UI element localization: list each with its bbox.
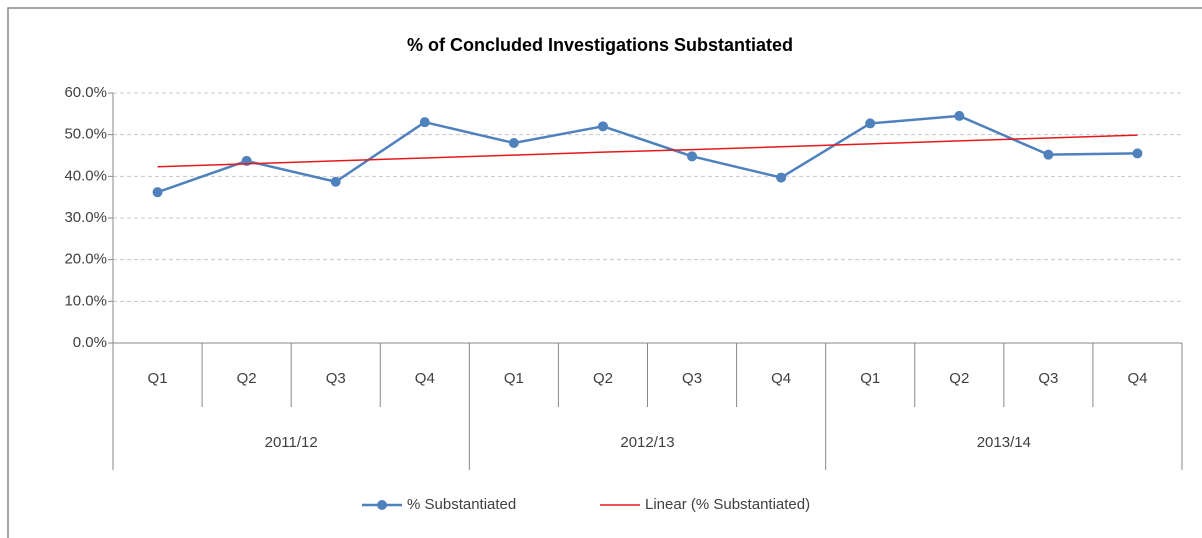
data-point bbox=[419, 117, 430, 128]
x-tick-label: Q3 bbox=[326, 370, 346, 387]
legend-label: % Substantiated bbox=[407, 496, 516, 513]
y-tick-label: 10.0% bbox=[64, 292, 107, 309]
data-point bbox=[330, 176, 341, 187]
series-line bbox=[157, 114, 1138, 194]
x-tick-label: Q1 bbox=[860, 370, 880, 387]
group-label: 2012/13 bbox=[620, 434, 674, 451]
y-tick-label: 50.0% bbox=[64, 126, 107, 143]
x-tick-label: Q4 bbox=[1127, 370, 1147, 387]
series-line bbox=[157, 134, 1138, 168]
x-tick-label: Q1 bbox=[504, 370, 524, 387]
group-label: 2013/14 bbox=[977, 434, 1031, 451]
x-tick-label: Q2 bbox=[949, 370, 969, 387]
y-tick-label: 40.0% bbox=[64, 167, 107, 184]
group-label: 2011/12 bbox=[265, 434, 318, 451]
x-tick-label: Q3 bbox=[1038, 370, 1058, 387]
data-point bbox=[508, 138, 519, 148]
chart-title: % of Concluded Investigations Substantia… bbox=[407, 35, 793, 55]
data-point bbox=[776, 172, 787, 183]
data-point bbox=[597, 121, 608, 132]
x-tick-label: Q4 bbox=[771, 370, 791, 387]
data-point bbox=[1132, 148, 1143, 159]
y-tick-label: 0.0% bbox=[73, 334, 107, 351]
data-point bbox=[152, 187, 163, 198]
data-point bbox=[687, 151, 698, 162]
x-tick-label: Q2 bbox=[593, 370, 613, 387]
x-tick-label: Q1 bbox=[148, 370, 168, 387]
legend-label: Linear (% Substantiated) bbox=[645, 496, 810, 513]
x-tick-label: Q4 bbox=[415, 370, 435, 387]
x-tick-label: Q2 bbox=[237, 370, 257, 387]
y-tick-label: 60.0% bbox=[64, 84, 107, 101]
y-tick-label: 20.0% bbox=[64, 251, 107, 268]
y-tick-label: 30.0% bbox=[64, 209, 107, 226]
legend-marker bbox=[377, 500, 387, 510]
data-point bbox=[865, 118, 876, 129]
data-point bbox=[954, 110, 965, 121]
x-tick-label: Q3 bbox=[682, 370, 702, 387]
chart-border bbox=[7, 7, 1202, 538]
data-point bbox=[1043, 149, 1054, 160]
